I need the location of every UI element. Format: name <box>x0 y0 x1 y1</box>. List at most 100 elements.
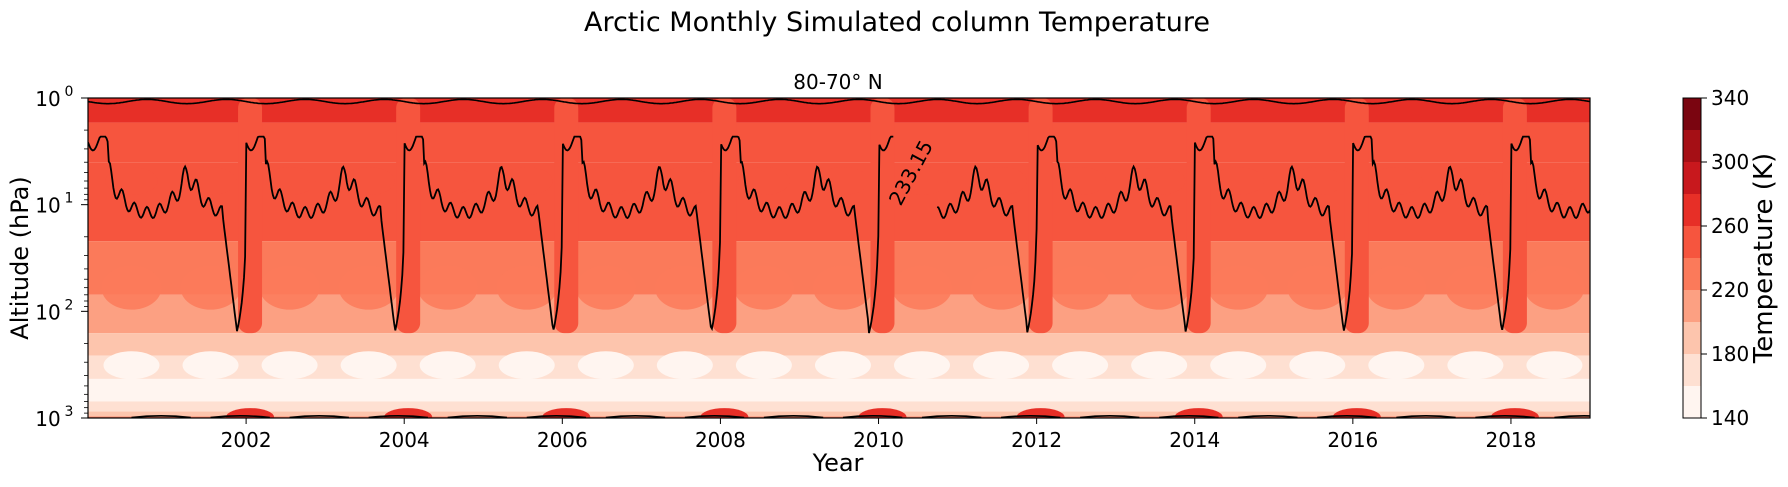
x-tick-label: 2016 <box>1327 428 1378 452</box>
cold-core-region <box>261 351 318 380</box>
colorbar-segment <box>1683 194 1701 226</box>
colorbar-segment <box>1683 226 1701 258</box>
cold-core-region <box>814 351 871 380</box>
temperature-band <box>88 411 1590 417</box>
colorbar-segment <box>1683 290 1701 322</box>
y-tick-exponent: 1 <box>65 191 74 207</box>
upper-warm-region <box>1133 167 1186 196</box>
temperature-features <box>88 98 1590 418</box>
upper-warm-region <box>184 167 237 196</box>
upper-warm-region <box>1212 167 1265 196</box>
colorbar-segment <box>1683 354 1701 386</box>
colorbar-tick-label: 340 <box>1711 86 1749 110</box>
upper-warm-region <box>421 167 474 196</box>
cold-core-region <box>1289 351 1346 380</box>
upper-warm-region <box>1370 167 1423 196</box>
contour-233-surface <box>131 415 191 418</box>
colorbar-tick-label: 300 <box>1711 150 1749 174</box>
summer-warm-region <box>733 265 794 310</box>
upper-warm-region <box>342 167 395 196</box>
summer-warm-region <box>575 265 636 310</box>
cold-core-region <box>735 351 792 380</box>
contour-233-surface <box>1475 415 1535 418</box>
contour-233-surface <box>1554 415 1590 418</box>
y-tick-exponent: 2 <box>65 297 74 313</box>
summer-warm-region <box>812 265 873 310</box>
contour-233-surface <box>447 415 508 418</box>
cold-core-region <box>340 351 397 380</box>
upper-warm-region <box>737 167 790 196</box>
colorbar-segment <box>1683 322 1701 354</box>
summer-warm-region <box>1366 265 1427 310</box>
temperature-band <box>88 333 1590 356</box>
contour-233-surface <box>210 415 270 418</box>
colorbar-tick-label: 260 <box>1711 214 1749 238</box>
contour-233-surface <box>1080 415 1140 418</box>
colorbar-segment <box>1683 162 1701 194</box>
upper-warm-region <box>658 167 711 196</box>
upper-warm-region <box>500 167 553 196</box>
heatmap-plot-area <box>88 98 1590 418</box>
colorbar-tick-label: 140 <box>1711 406 1749 430</box>
temperature-band <box>88 378 1590 402</box>
colorbar-segment <box>1683 130 1701 162</box>
y-axis-label: Altitude (hPa) <box>6 176 34 339</box>
y-tick-label: 10 <box>35 87 60 111</box>
x-tick-label: 2008 <box>695 428 746 452</box>
cold-core-region <box>419 351 476 380</box>
summer-warm-region <box>417 265 478 310</box>
y-tick-exponent: 0 <box>65 84 74 100</box>
summer-warm-region <box>180 265 241 310</box>
colorbar-tick-label: 180 <box>1711 342 1749 366</box>
contour-233-surface <box>684 415 745 418</box>
y-tick-exponent: 3 <box>65 404 74 420</box>
upper-warm-region <box>263 167 316 196</box>
y-tick-label: 10 <box>35 194 60 218</box>
x-tick-label: 2010 <box>853 428 904 452</box>
upper-warm-region <box>579 167 632 196</box>
upper-warm-region <box>1528 167 1581 196</box>
x-tick-label: 2004 <box>379 428 430 452</box>
contour-233-surface <box>842 415 903 418</box>
summer-warm-region <box>1524 265 1585 310</box>
x-tick-label: 2002 <box>221 428 272 452</box>
summer-warm-region <box>1050 265 1111 310</box>
cold-core-region <box>973 351 1030 380</box>
colorbar-tick-label: 220 <box>1711 278 1749 302</box>
summer-warm-region <box>101 265 162 310</box>
summer-warm-region <box>892 265 953 310</box>
contour-233-top <box>88 98 1590 105</box>
cold-core-region <box>1052 351 1109 380</box>
temperature-band <box>88 416 1590 418</box>
x-tick-label: 2014 <box>1169 428 1220 452</box>
colorbar-segment <box>1683 98 1701 130</box>
contour-lines <box>88 98 1590 418</box>
contour-233-surface <box>1000 415 1061 418</box>
contour-233-surface <box>1317 415 1377 418</box>
cold-core-region <box>103 351 160 380</box>
x-tick-label: 2006 <box>537 428 588 452</box>
contour-233-upper <box>88 135 1590 334</box>
colorbar-segment <box>1683 386 1701 418</box>
y-tick-label: 10 <box>35 300 60 324</box>
plot-frame <box>87 97 1591 419</box>
cold-core-region <box>1447 351 1504 380</box>
colorbar-segment <box>1683 258 1701 290</box>
cold-core-region <box>182 351 239 380</box>
temperature-band <box>88 122 1590 163</box>
summer-warm-region <box>1129 265 1190 310</box>
x-axis-ticks: 2002 2004 2006 2008 2010 2012 2014 2016 2018 <box>221 418 1536 452</box>
x-tick-label: 2012 <box>1011 428 1062 452</box>
contour-233-surface <box>763 415 824 418</box>
x-tick-label: 2018 <box>1485 428 1536 452</box>
y-axis-ticks: 10 0 10 1 10 2 10 3 <box>35 84 88 431</box>
cold-core-region <box>498 351 555 380</box>
summer-warm-region <box>338 265 399 310</box>
cold-core-region <box>1526 351 1583 380</box>
contour-233-surface <box>1238 415 1298 418</box>
cold-core-region <box>1210 351 1267 380</box>
summer-warm-region <box>654 265 715 310</box>
upper-warm-region <box>1449 167 1502 196</box>
cold-core-region <box>894 351 951 380</box>
upper-warm-region <box>105 167 158 196</box>
